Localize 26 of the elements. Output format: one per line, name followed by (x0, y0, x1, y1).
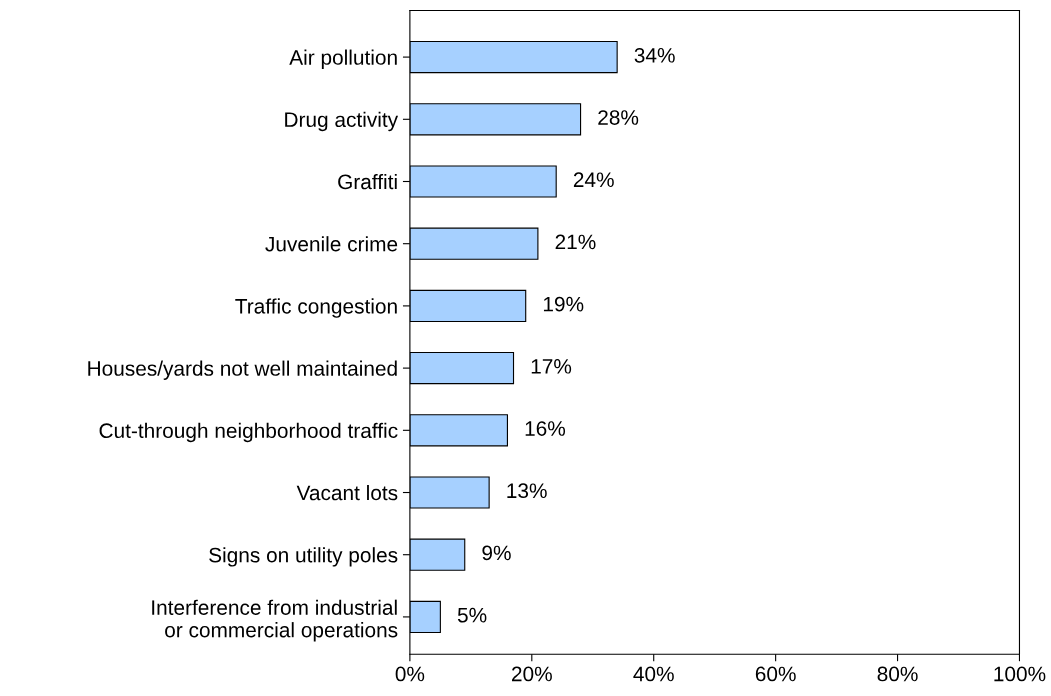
data-label: 28% (598, 110, 639, 125)
y-tick-label: Houses/yards not well maintained (88, 360, 397, 380)
y-tick-label: Cut-through neighborhood traffic (99, 422, 398, 443)
data-label: 17% (531, 359, 572, 374)
x-tick-label: 0% (395, 666, 425, 682)
data-label: 5% (457, 607, 487, 623)
y-tick-label: Vacant lots (296, 484, 398, 501)
y-tick-label: Juvenile crime (265, 236, 398, 252)
data-label: 9% (482, 545, 511, 561)
x-tick-label: 60% (755, 666, 796, 682)
x-tick-label: 40% (633, 666, 674, 682)
x-tick-label: 100% (994, 666, 1046, 682)
x-tick-label: 80% (877, 666, 918, 682)
y-tick-label: Interference from industrial or commercial operations (152, 599, 398, 642)
data-label: 34% (634, 47, 675, 63)
y-tick-label: Graffiti (338, 173, 397, 190)
y-tick-label: Drug activity (285, 111, 399, 132)
data-label: 16% (525, 421, 566, 436)
x-tick-label: 20% (512, 666, 552, 682)
y-tick-label: Signs on utility poles (209, 547, 398, 567)
data-label: 21% (555, 234, 596, 250)
data-label: 24% (573, 172, 614, 188)
y-tick-label: Traffic congestion (235, 298, 397, 318)
data-label: 13% (507, 483, 547, 499)
data-label: 19% (543, 296, 584, 312)
y-tick-label: Air pollution (289, 49, 397, 69)
